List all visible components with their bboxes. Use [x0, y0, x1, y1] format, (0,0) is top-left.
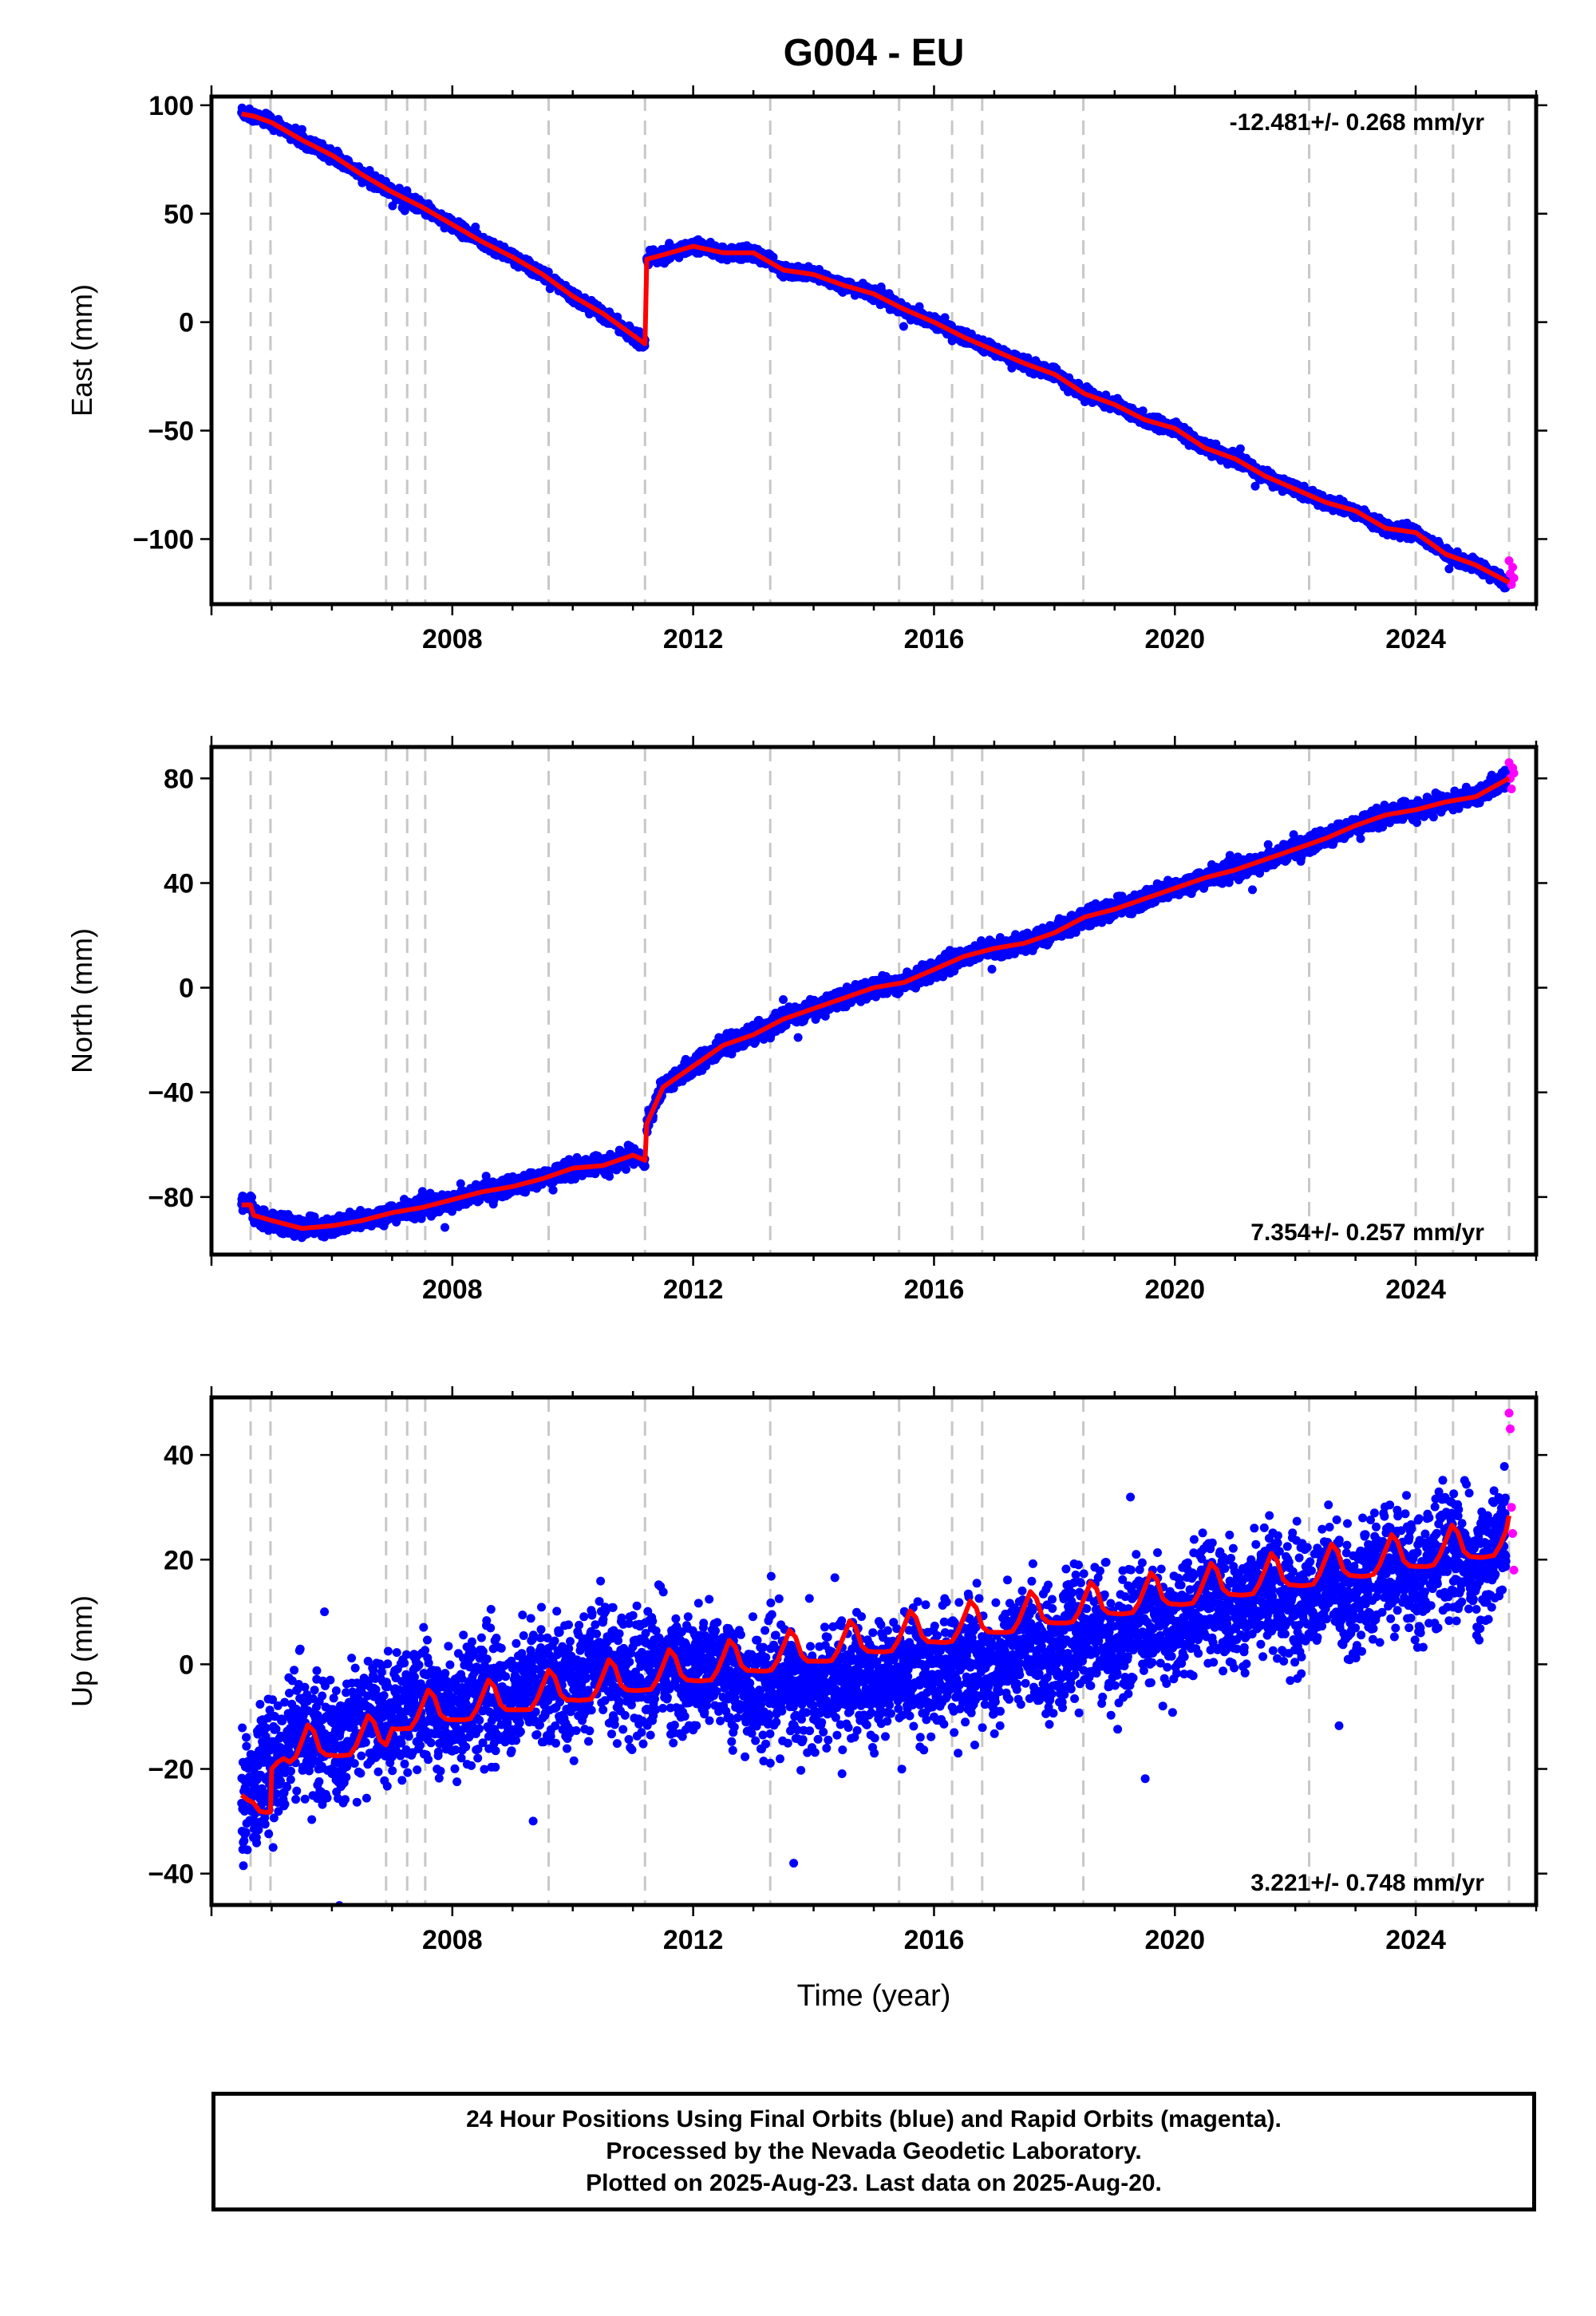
- x-axis-title: Time (year): [797, 1979, 951, 2013]
- final-point: [1250, 481, 1260, 491]
- final-point: [298, 124, 306, 134]
- final-point: [768, 252, 778, 262]
- final-point: [940, 313, 950, 322]
- event-lines: [249, 97, 1511, 604]
- final-point: [1235, 444, 1245, 453]
- data-points: [237, 103, 1519, 593]
- figure-title: G004 - EU: [784, 32, 965, 74]
- final-point: [899, 322, 908, 331]
- final-point: [1138, 406, 1148, 416]
